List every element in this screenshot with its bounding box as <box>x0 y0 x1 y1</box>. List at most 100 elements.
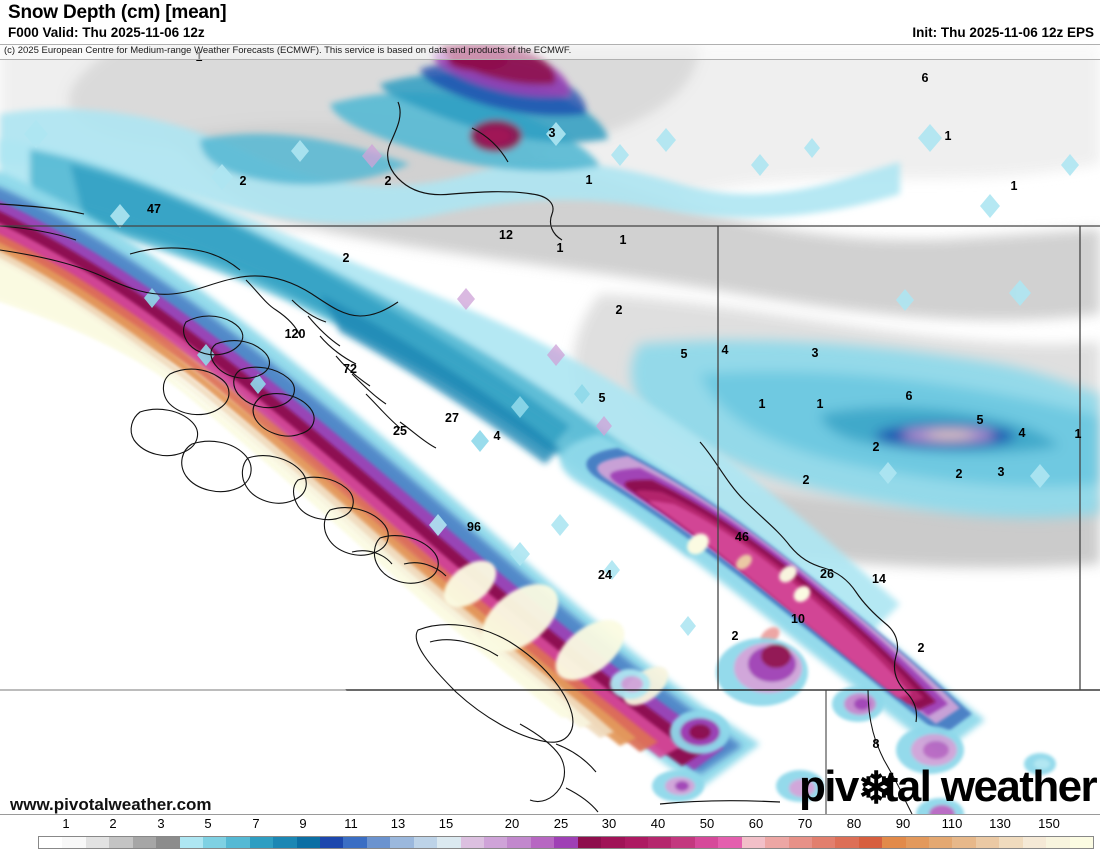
colorbar-tick: 3 <box>157 816 165 831</box>
colorbar-segment <box>296 837 321 848</box>
colorbar-segment <box>85 837 110 848</box>
colorbar-segment <box>811 837 836 848</box>
logo-text-part2: tal weather <box>883 762 1098 811</box>
colorbar-tick: 60 <box>748 816 764 831</box>
colorbar-segment <box>109 837 133 848</box>
colorbar-strip <box>38 836 1094 849</box>
colorbar-segment <box>437 837 461 848</box>
copyright-bar <box>0 44 1100 60</box>
contour-value-label: 1 <box>944 129 952 143</box>
colorbar-tick: 15 <box>438 816 454 831</box>
colorbar-segment <box>554 837 578 848</box>
contour-value-label: 5 <box>598 391 606 405</box>
copyright-text: (c) 2025 European Centre for Medium-rang… <box>4 45 572 56</box>
colorbar-segment <box>226 837 250 848</box>
contour-value-label: 1 <box>585 173 593 187</box>
scattered-cells <box>24 120 1079 636</box>
contour-value-label: 5 <box>976 413 984 427</box>
colorbar-segment <box>366 837 391 848</box>
colorbar-segment <box>156 837 180 848</box>
colorbar-tick: 30 <box>601 816 617 831</box>
colorbar-tick-labels: 1 2 3 5 7 9 11 13 15 20 25 30 40 50 60 70 80 90 110 130 150 <box>0 815 1100 833</box>
contour-value-label: 2 <box>384 174 392 188</box>
colorbar-tick: 40 <box>650 816 666 831</box>
contour-value-label: 2 <box>731 629 739 643</box>
map-canvas[interactable]: 1631221147121122120543722711652554412223… <box>0 44 1100 814</box>
contour-value-label: 1 <box>816 397 824 411</box>
colorbar-segment <box>390 837 414 848</box>
colorbar-tick: 130 <box>989 816 1011 831</box>
contour-value-label: 72 <box>343 362 357 376</box>
colorbar-segment <box>718 837 742 848</box>
coastal-snow-band <box>0 171 760 789</box>
colorbar-tick: 20 <box>504 816 520 831</box>
colorbar-tick: 50 <box>699 816 715 831</box>
colorbar-tick: 90 <box>895 816 911 831</box>
colorbar-segment <box>320 837 344 848</box>
contour-value-label: 2 <box>802 473 810 487</box>
colorbar-segment <box>858 837 883 848</box>
colorbar-tick: 11 <box>344 816 358 831</box>
contour-value-label: 1 <box>758 397 766 411</box>
snow-depth-field <box>0 44 1100 814</box>
contour-value-label: 2 <box>342 251 350 265</box>
colorbar-segment <box>929 837 953 848</box>
contour-value-label: 46 <box>735 530 749 544</box>
colorbar-segment <box>601 837 625 848</box>
contour-value-label: 1 <box>619 233 627 247</box>
contour-value-label: 5 <box>680 347 688 361</box>
contour-value-label: 2 <box>615 303 623 317</box>
contour-value-label: 1 <box>556 241 564 255</box>
colorbar-segment <box>647 837 672 848</box>
northeast-blue-band <box>631 340 1100 519</box>
colorbar-segment <box>62 837 86 848</box>
colorbar-segment <box>788 837 812 848</box>
contour-value-label: 3 <box>548 126 556 140</box>
contour-value-label: 4 <box>493 429 501 443</box>
logo-text-part1: piv <box>798 762 859 811</box>
colorbar-segment <box>694 837 719 848</box>
colorbar-segment <box>460 837 485 848</box>
contour-value-label: 6 <box>921 71 929 85</box>
colorbar-segment <box>765 837 789 848</box>
page-title: Snow Depth (cm) [mean] <box>8 2 227 23</box>
rockies-snow-band <box>560 434 985 754</box>
colorbar-segment <box>39 837 63 848</box>
contour-value-label: 10 <box>791 612 805 626</box>
colorbar-tick: 70 <box>797 816 813 831</box>
colorbar-segment <box>577 837 602 848</box>
colorbar-segment <box>952 837 976 848</box>
contour-value-label: 47 <box>147 202 161 216</box>
contour-value-label: 2 <box>917 641 925 655</box>
colorbar-segment <box>530 837 555 848</box>
colorbar-tick: 13 <box>390 816 406 831</box>
colorbar-segment <box>507 837 531 848</box>
contour-value-label: 6 <box>905 389 913 403</box>
contour-value-label: 1 <box>1010 179 1018 193</box>
contour-value-label: 3 <box>997 465 1005 479</box>
colorbar[interactable]: 1 2 3 5 7 9 11 13 15 20 25 30 40 50 60 70 80 90 110 130 150 <box>0 814 1100 850</box>
contour-value-label: 24 <box>598 568 612 582</box>
contour-value-label: 4 <box>721 343 729 357</box>
contour-value-label: 26 <box>820 567 834 581</box>
snowflake-icon: ❄ <box>857 764 895 813</box>
colorbar-tick: 25 <box>553 816 569 831</box>
contour-value-label: 2 <box>239 174 247 188</box>
colorbar-tick: 150 <box>1038 816 1060 831</box>
colorbar-segment <box>179 837 203 848</box>
site-url: www.pivotalweather.com <box>10 795 212 814</box>
colorbar-segment <box>999 837 1023 848</box>
contour-value-label: 14 <box>872 572 886 586</box>
colorbar-tick: 7 <box>252 816 260 831</box>
colorbar-segment <box>273 837 297 848</box>
contour-value-label: 27 <box>445 411 459 425</box>
pivotal-weather-logo: piv❄tal weather <box>798 762 1098 813</box>
colorbar-segment <box>671 837 695 848</box>
map-header: Snow Depth (cm) [mean] F000 Valid: Thu 2… <box>0 0 1100 44</box>
pacific-ocean-mask <box>0 474 470 814</box>
colorbar-tick: 110 <box>941 816 963 831</box>
colorbar-tick: 5 <box>204 816 212 831</box>
contour-value-label: 12 <box>499 228 513 242</box>
contour-value-label: 8 <box>872 737 880 751</box>
